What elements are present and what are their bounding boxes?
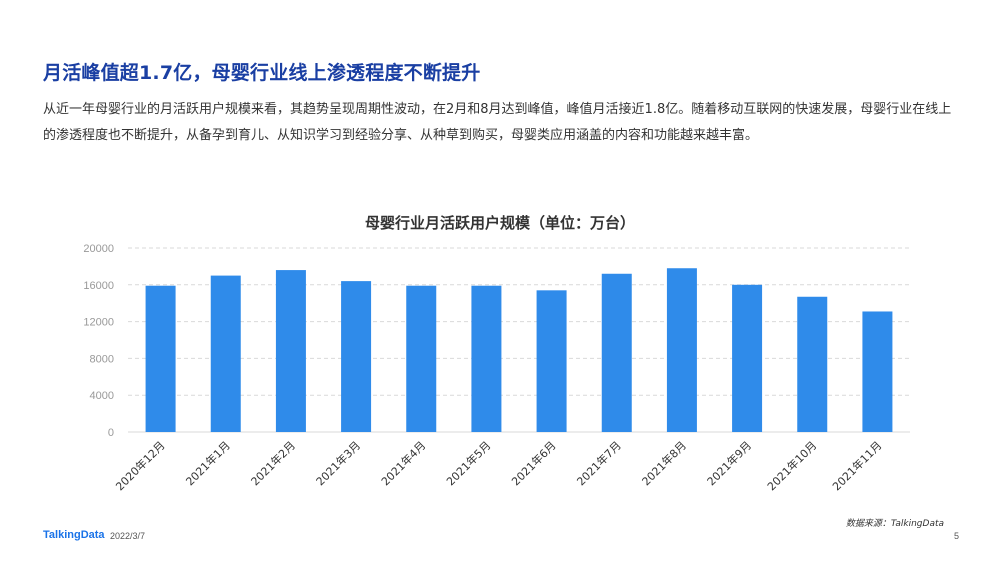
- bar: [732, 284, 763, 432]
- y-tick-label: 20000: [83, 243, 114, 255]
- bar: [406, 285, 437, 432]
- x-tick-label: 2021年3月: [313, 438, 363, 488]
- bar: [601, 273, 632, 432]
- x-tick-label: 2021年6月: [509, 438, 559, 488]
- intro-paragraph: 从近一年母婴行业的月活跃用户规模来看，其趋势呈现周期性波动，在2月和8月达到峰值…: [43, 102, 952, 143]
- y-tick-label: 0: [108, 427, 114, 439]
- page-number: 5: [953, 531, 959, 541]
- bar: [797, 296, 828, 432]
- bar: [862, 311, 893, 432]
- page-headline: 月活峰值超1.7亿，母婴行业线上渗透程度不断提升: [43, 62, 481, 84]
- bar: [341, 281, 372, 432]
- x-tick-label: 2021年5月: [443, 438, 493, 488]
- x-tick-label: 2021年7月: [574, 438, 624, 488]
- x-tick-label: 2021年2月: [248, 438, 298, 488]
- x-tick-label: 2021年11月: [829, 438, 884, 493]
- talkingdata-logo: TalkingData: [43, 529, 105, 541]
- x-tick-label: 2020年12月: [113, 438, 168, 493]
- data-source-note: 数据来源：TalkingData: [845, 519, 944, 529]
- bar: [536, 290, 567, 432]
- bar: [145, 285, 176, 432]
- x-tick-label: 2021年8月: [639, 438, 689, 488]
- bar: [666, 268, 697, 432]
- y-tick-label: 8000: [90, 353, 114, 365]
- x-tick-label: 2021年4月: [378, 438, 428, 488]
- bar: [275, 270, 306, 432]
- x-tick-label: 2021年9月: [704, 438, 754, 488]
- bar: [210, 275, 241, 432]
- y-tick-label: 4000: [90, 390, 114, 402]
- y-tick-label: 12000: [83, 317, 114, 329]
- footer-date: 2022/3/7: [110, 531, 146, 541]
- chart-title: 母婴行业月活跃用户规模（单位：万台）: [364, 214, 635, 232]
- x-tick-label: 2021年10月: [764, 438, 819, 493]
- x-tick-label: 2021年1月: [183, 438, 233, 488]
- y-tick-label: 16000: [83, 280, 114, 292]
- bar: [471, 285, 502, 432]
